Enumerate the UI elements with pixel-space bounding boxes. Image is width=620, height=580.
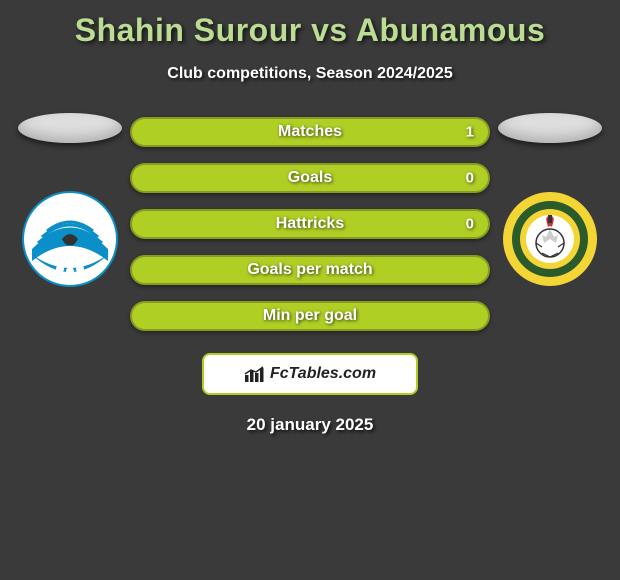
stat-bar-hattricks: Hattricks 0 (130, 209, 490, 239)
left-column (10, 117, 130, 287)
stat-label: Hattricks (276, 215, 344, 233)
stat-label: Min per goal (263, 307, 357, 325)
right-column (490, 117, 610, 287)
subtitle: Club competitions, Season 2024/2025 (0, 65, 620, 83)
stat-bars: Matches 1 Goals 0 Hattricks 0 Goals per … (130, 117, 490, 331)
stat-bar-goals: Goals 0 (130, 163, 490, 193)
stat-value-right: 0 (466, 170, 474, 187)
bar-chart-icon (244, 365, 266, 383)
stat-label: Goals per match (247, 261, 372, 279)
right-team-logo (502, 191, 598, 287)
stat-label: Goals (288, 169, 332, 187)
stats-area: Matches 1 Goals 0 Hattricks 0 Goals per … (0, 117, 620, 331)
right-player-placeholder (498, 113, 602, 143)
stat-label: Matches (278, 123, 342, 141)
stat-value-right: 1 (466, 124, 474, 141)
stat-value-right: 0 (466, 216, 474, 233)
team-logo-left-icon (22, 191, 118, 287)
team-logo-right-icon (502, 191, 598, 287)
brand-box: FcTables.com (202, 353, 418, 395)
left-player-placeholder (18, 113, 122, 143)
stat-bar-goals-per-match: Goals per match (130, 255, 490, 285)
date-text: 20 january 2025 (0, 415, 620, 435)
stat-bar-matches: Matches 1 (130, 117, 490, 147)
stat-bar-min-per-goal: Min per goal (130, 301, 490, 331)
brand-text: FcTables.com (270, 365, 376, 383)
left-team-logo (22, 191, 118, 287)
page-title: Shahin Surour vs Abunamous (0, 0, 620, 49)
